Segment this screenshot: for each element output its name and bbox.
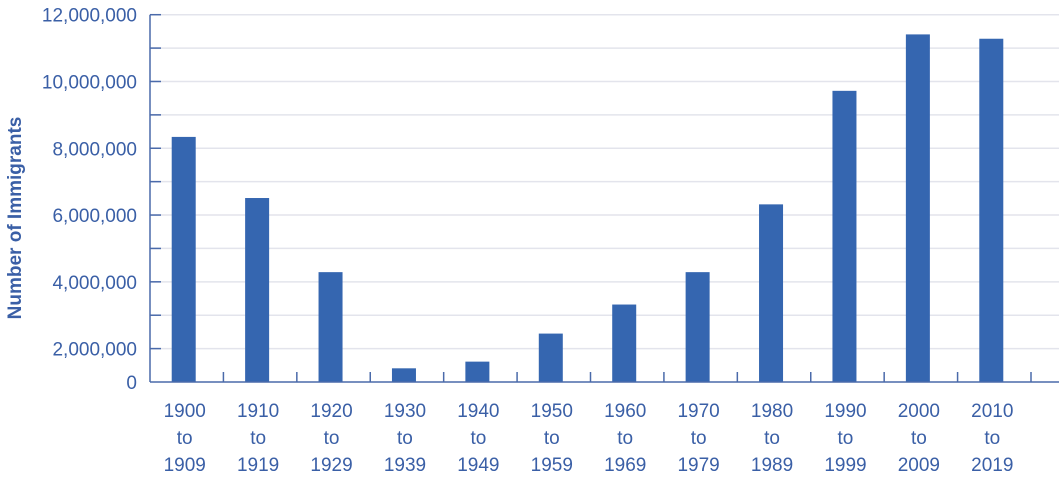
x-tick-label: 1909	[164, 455, 206, 476]
x-tick-label: 1949	[457, 455, 499, 476]
y-tick-label: 6,000,000	[52, 206, 137, 227]
x-tick-label: to	[911, 428, 927, 449]
y-tick-label: 8,000,000	[52, 139, 137, 160]
x-tick-label: to	[250, 428, 266, 449]
bar	[391, 368, 416, 382]
x-tick-label: 1940	[457, 401, 499, 422]
x-tick-label: 1979	[677, 455, 719, 476]
x-tick-label: 1980	[751, 401, 793, 422]
x-tick-label: 1990	[824, 401, 866, 422]
bar	[245, 198, 270, 382]
x-tick-labels: 1900 to 1909 1910 to 1919 1920 to 1929 1930 to 1939…	[164, 401, 1014, 476]
bar	[832, 90, 857, 383]
x-tick-label: 1930	[384, 401, 426, 422]
x-tick-label: 1900	[164, 401, 206, 422]
x-tick-label: to	[838, 428, 854, 449]
x-tick-label: 1959	[531, 455, 573, 476]
x-tick-label: 1969	[604, 455, 646, 476]
x-tick-label: 2009	[898, 455, 940, 476]
y-tick-label: 4,000,000	[52, 273, 137, 294]
x-tick-label: to	[984, 428, 1000, 449]
x-tick-label: 1939	[384, 455, 426, 476]
x-tick-label: 1950	[531, 401, 573, 422]
x-tick-label: to	[397, 428, 413, 449]
y-tick-label: 2,000,000	[52, 340, 137, 361]
bar	[685, 272, 710, 382]
x-tick-label: to	[470, 428, 486, 449]
y-tick-label: 10,000,000	[42, 72, 137, 93]
bar	[905, 34, 930, 382]
y-tick-label: 0	[126, 373, 137, 394]
bar	[538, 333, 563, 382]
x-tick-label: 1919	[237, 455, 279, 476]
y-tick-label: 12,000,000	[42, 6, 137, 27]
bar	[759, 204, 784, 382]
x-tick-label: 2019	[971, 455, 1013, 476]
y-axis-label: Number of Immigrants	[5, 117, 26, 320]
x-tick-label: to	[324, 428, 340, 449]
bar	[465, 361, 490, 382]
x-tick-label: 2010	[971, 401, 1013, 422]
x-tick-label: to	[764, 428, 780, 449]
x-tick-label: 1989	[751, 455, 793, 476]
bar	[612, 304, 637, 382]
x-tick-label: to	[544, 428, 560, 449]
x-tick-label: to	[617, 428, 633, 449]
x-tick-label: to	[691, 428, 707, 449]
x-tick-label: 1960	[604, 401, 646, 422]
x-tick-label: 1910	[237, 401, 279, 422]
x-tick-label: 1920	[310, 401, 352, 422]
axes	[149, 13, 1059, 383]
x-tick-label: 1999	[824, 455, 866, 476]
x-tick-label: 2000	[898, 401, 940, 422]
x-tick-label: 1970	[677, 401, 719, 422]
y-tick-labels: 0 2,000,000 4,000,000 6,000,000 8,000,000 10,…	[42, 6, 137, 394]
bar	[171, 136, 196, 382]
x-tick-label: 1929	[310, 455, 352, 476]
x-tick-label: to	[177, 428, 193, 449]
bar	[318, 272, 343, 382]
bar	[979, 38, 1004, 382]
bars	[171, 34, 1004, 383]
